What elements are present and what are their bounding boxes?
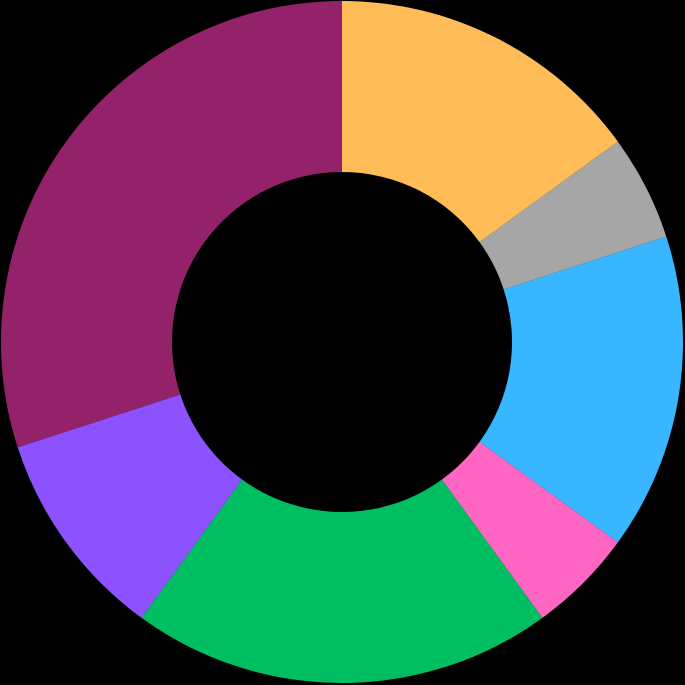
donut-slice-6	[0, 1, 343, 448]
donut-slice-1	[479, 141, 667, 290]
donut-slice-5	[17, 394, 243, 618]
donut-slice-0	[342, 1, 618, 243]
donut-slice-4	[141, 479, 543, 683]
donut-slice-2	[479, 236, 683, 543]
donut-slice-3	[441, 441, 618, 618]
